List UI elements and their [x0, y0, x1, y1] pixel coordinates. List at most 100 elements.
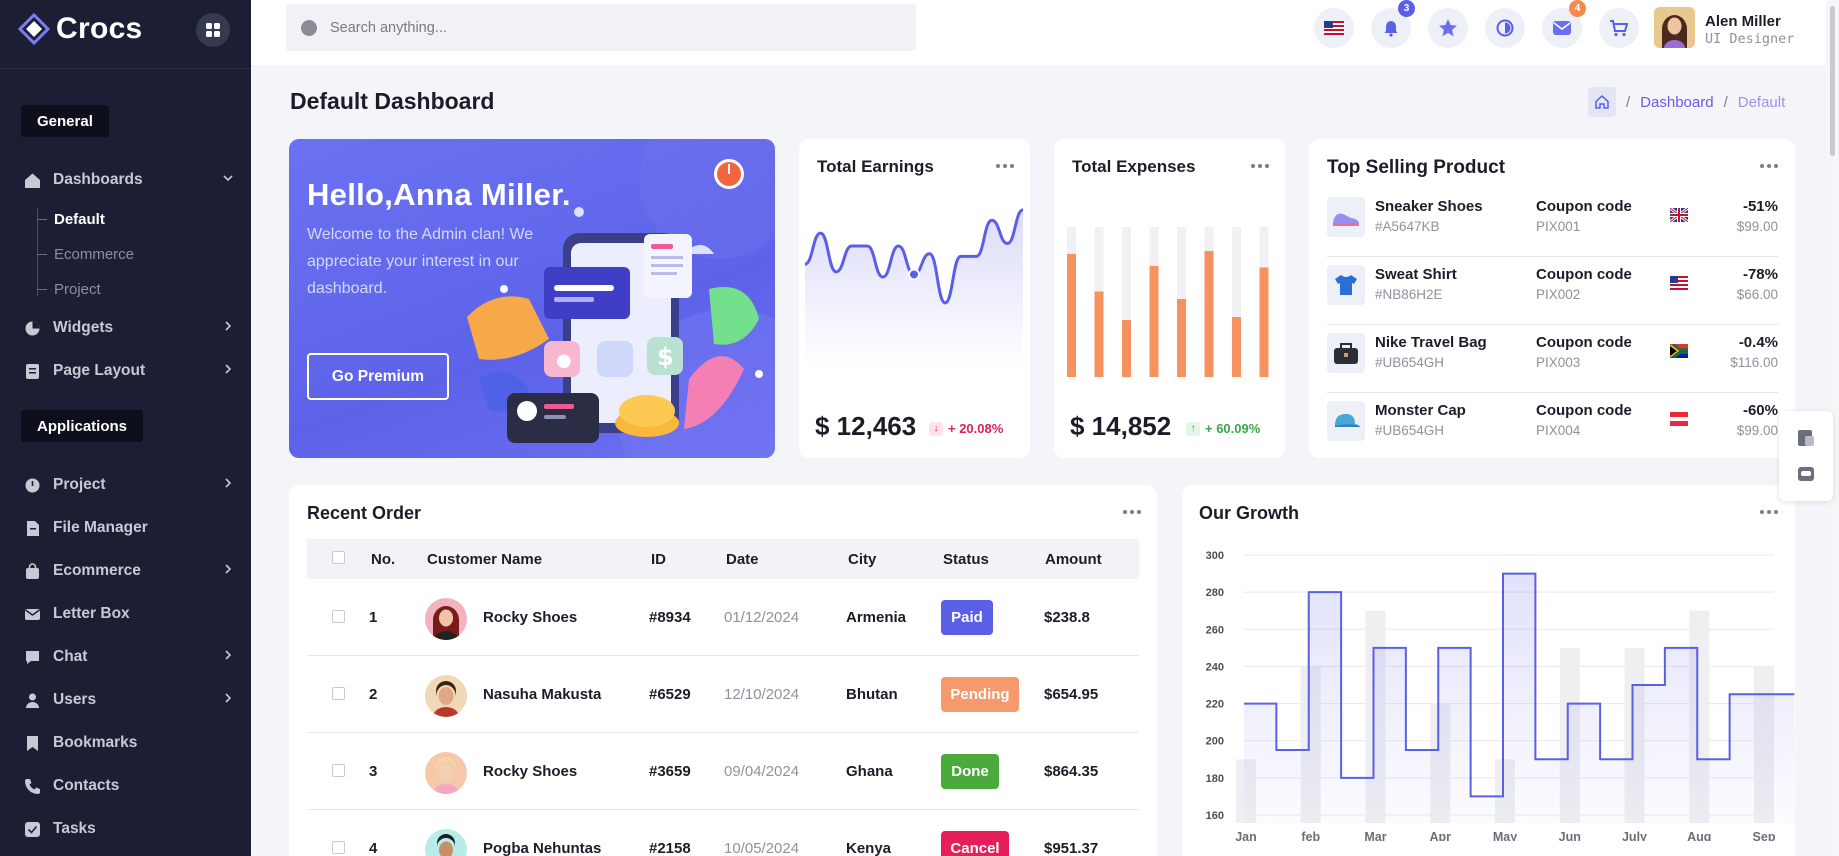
- more-options-icon[interactable]: [1760, 164, 1778, 168]
- submenu-ecommerce[interactable]: Ecommerce: [37, 246, 134, 263]
- sidebar-item-users[interactable]: Users: [24, 689, 234, 711]
- uk-flag-icon: [1670, 208, 1688, 222]
- submenu-project[interactable]: Project: [37, 281, 101, 298]
- order-date: 09/04/2024: [724, 763, 800, 780]
- column-header[interactable]: No.: [371, 551, 396, 568]
- column-header[interactable]: Customer Name: [427, 551, 543, 568]
- table-row[interactable]: 1 Rocky Shoes #8934 01/12/2024 Armenia P…: [307, 579, 1139, 656]
- sidebar-item-contacts[interactable]: Contacts: [24, 775, 234, 797]
- x-tick-label: Sep: [1753, 830, 1776, 841]
- sidebar-item-chat[interactable]: Chat: [24, 646, 234, 668]
- column-header[interactable]: Status: [943, 551, 989, 568]
- column-header[interactable]: City: [848, 551, 877, 568]
- sidebar-item-tasks[interactable]: Tasks: [24, 818, 234, 840]
- card-title: Recent Order: [307, 503, 422, 523]
- sidebar-item-label: Page Layout: [53, 362, 146, 379]
- home-icon: [25, 173, 40, 188]
- table-row[interactable]: 2 Nasuha Makusta #6529 12/10/2024 Bhutan…: [307, 656, 1139, 733]
- sidebar-item-label: File Manager: [53, 519, 148, 536]
- expense-bar: [1094, 291, 1104, 377]
- sidebar-item-page-layout[interactable]: Page Layout: [24, 360, 234, 382]
- theme-toggle-button[interactable]: [1485, 8, 1525, 48]
- row-checkbox[interactable]: [332, 687, 345, 700]
- row-divider: [1327, 256, 1778, 257]
- checkbox-icon: [25, 821, 40, 837]
- chevron-right-icon: [225, 650, 232, 660]
- notification-badge: 3: [1398, 0, 1415, 17]
- breadcrumb-dashboard[interactable]: Dashboard: [1640, 93, 1714, 111]
- product-row[interactable]: Nike Travel Bag #UB654GH Coupon code PIX…: [1327, 325, 1778, 393]
- table-row[interactable]: 3 Rocky Shoes #3659 09/04/2024 Ghana Don…: [307, 733, 1139, 810]
- home-icon: [1595, 94, 1609, 109]
- submenu-rail: [37, 208, 38, 296]
- product-row[interactable]: Sweat Shirt #NB86H2E Coupon code PIX002 …: [1327, 257, 1778, 325]
- row-checkbox[interactable]: [332, 764, 345, 777]
- row-checkbox[interactable]: [332, 841, 345, 854]
- expense-bar: [1232, 317, 1241, 377]
- customer-name: Nasuha Makusta: [483, 686, 602, 703]
- our-growth-card: Our Growth 300 280 260 240 220 200 180 160 Jan fe…: [1182, 485, 1795, 856]
- messages-button[interactable]: 4: [1542, 0, 1586, 48]
- product-discount: -60%: [1742, 402, 1778, 419]
- x-tick-label: Jun: [1559, 830, 1581, 841]
- row-checkbox[interactable]: [332, 610, 345, 623]
- sidebar-item-widgets[interactable]: Widgets: [24, 317, 234, 339]
- chevron-right-icon: [225, 693, 232, 703]
- user-name: Alen Miller: [1705, 13, 1781, 30]
- coupon-label: Coupon code: [1536, 334, 1632, 351]
- search-input[interactable]: Search anything...: [286, 4, 916, 51]
- go-premium-button[interactable]: Go Premium: [307, 353, 449, 400]
- column-header[interactable]: Date: [726, 551, 759, 568]
- support-agent-icon[interactable]: [1796, 463, 1816, 483]
- customer-name: Rocky Shoes: [483, 763, 578, 780]
- language-button[interactable]: [1314, 8, 1354, 48]
- y-tick-label: 240: [1206, 661, 1224, 673]
- order-city: Bhutan: [846, 686, 898, 703]
- notifications-button[interactable]: 3: [1371, 0, 1415, 48]
- sidebar-item-bookmarks[interactable]: Bookmarks: [24, 732, 234, 754]
- more-options-icon[interactable]: [1123, 510, 1141, 514]
- order-no: 3: [369, 763, 378, 780]
- y-tick-label: 160: [1206, 810, 1224, 822]
- cart-button[interactable]: [1599, 8, 1639, 48]
- user-avatar[interactable]: [1654, 7, 1695, 48]
- sidebar-item-label: Contacts: [53, 777, 120, 794]
- select-all-checkbox[interactable]: [332, 551, 345, 564]
- arrow-up-icon: ↑: [1186, 421, 1200, 436]
- product-row[interactable]: Monster Cap #UB654GH Coupon code PIX004 …: [1327, 393, 1778, 461]
- sidebar-item-ecommerce[interactable]: Ecommerce: [24, 560, 234, 582]
- apps-grid-button[interactable]: [196, 13, 230, 47]
- earnings-change: ↓ + 20.08%: [929, 421, 1003, 436]
- coupon-code: PIX004: [1536, 423, 1581, 438]
- breadcrumb-home[interactable]: [1588, 87, 1616, 117]
- submenu-default[interactable]: Default: [37, 211, 105, 228]
- chat-bubble-icon: [26, 650, 39, 664]
- scrollbar-thumb[interactable]: [1830, 6, 1835, 156]
- customizer-icon[interactable]: [1796, 428, 1816, 448]
- sidebar-item-letter-box[interactable]: Letter Box: [24, 603, 234, 625]
- sidebar-item-project[interactable]: Project: [24, 474, 234, 496]
- column-header[interactable]: Amount: [1045, 551, 1102, 568]
- card-title: Our Growth: [1199, 503, 1299, 523]
- favorites-button[interactable]: [1428, 8, 1468, 48]
- info-circle-icon: [25, 478, 40, 492]
- more-options-icon[interactable]: [996, 164, 1014, 168]
- search-icon: [301, 19, 317, 36]
- order-id: #8934: [649, 609, 691, 626]
- sidebar-item-dashboards[interactable]: Dashboards: [24, 169, 234, 191]
- card-title: Top Selling Product: [1327, 157, 1506, 178]
- more-options-icon[interactable]: [1760, 510, 1778, 514]
- x-tick-label: Aug: [1687, 830, 1711, 841]
- order-city: Kenya: [846, 840, 892, 856]
- us-flag-icon: [1670, 276, 1688, 290]
- expense-bar: [1177, 299, 1186, 377]
- column-header[interactable]: ID: [651, 551, 666, 568]
- more-options-icon[interactable]: [1251, 164, 1269, 168]
- sidebar-item-file-manager[interactable]: File Manager: [24, 517, 234, 539]
- status-badge: Cancel: [941, 831, 1009, 856]
- submenu-label: Project: [54, 281, 101, 298]
- product-row[interactable]: Sneaker Shoes #A5647KB Coupon code PIX00…: [1327, 189, 1778, 257]
- logo[interactable]: Crocs: [18, 12, 143, 46]
- table-row[interactable]: 4 Pogba Nehuntas #2158 10/05/2024 Kenya …: [307, 810, 1139, 856]
- earnings-change-value: + 20.08%: [948, 421, 1004, 436]
